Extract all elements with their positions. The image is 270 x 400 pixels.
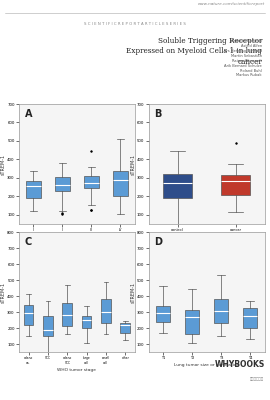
Text: WHYBOOKS: WHYBOOKS xyxy=(214,360,265,369)
Text: 研究论文系列: 研究论文系列 xyxy=(250,377,265,381)
Text: C: C xyxy=(25,237,32,247)
PathPatch shape xyxy=(163,174,192,198)
PathPatch shape xyxy=(55,176,70,191)
PathPatch shape xyxy=(84,176,99,188)
X-axis label: T-Stage: T-Stage xyxy=(198,235,215,239)
Text: Soluble Triggering Receptor
Expressed on Myeloid Cells 1 in lung
cancer: Soluble Triggering Receptor Expressed on… xyxy=(126,37,262,66)
Text: Andreas Kammel
Astrid Alfen
Lars Henning Schmidt
Martin Sebastian
Rainer Wiewrod: Andreas Kammel Astrid Alfen Lars Henning… xyxy=(222,39,262,78)
PathPatch shape xyxy=(101,299,111,323)
PathPatch shape xyxy=(221,175,250,195)
Y-axis label: sTREM-1: sTREM-1 xyxy=(1,154,6,174)
Text: A: A xyxy=(25,109,32,119)
PathPatch shape xyxy=(26,181,41,198)
Text: B: B xyxy=(154,109,162,119)
PathPatch shape xyxy=(43,316,53,336)
Y-axis label: sTREM-1: sTREM-1 xyxy=(130,154,136,174)
X-axis label: WHO stage: WHO stage xyxy=(65,235,89,239)
PathPatch shape xyxy=(185,310,199,334)
Text: D: D xyxy=(154,237,162,247)
X-axis label: Lung tumor size or correlation: Lung tumor size or correlation xyxy=(174,363,239,367)
PathPatch shape xyxy=(82,316,92,328)
PathPatch shape xyxy=(243,308,257,328)
X-axis label: WHO tumor stage: WHO tumor stage xyxy=(58,368,96,372)
PathPatch shape xyxy=(156,306,170,322)
PathPatch shape xyxy=(120,323,130,333)
PathPatch shape xyxy=(24,305,33,325)
PathPatch shape xyxy=(214,299,228,324)
Y-axis label: sTREM-1: sTREM-1 xyxy=(130,282,136,302)
PathPatch shape xyxy=(113,171,128,196)
Text: www.nature.com/scientificreport: www.nature.com/scientificreport xyxy=(197,2,265,6)
Text: S C I E N T I F I C R E P O R T A R T I C L E S E R I E S: S C I E N T I F I C R E P O R T A R T I … xyxy=(84,22,186,26)
Y-axis label: sTREM-1: sTREM-1 xyxy=(1,282,6,302)
PathPatch shape xyxy=(62,303,72,326)
